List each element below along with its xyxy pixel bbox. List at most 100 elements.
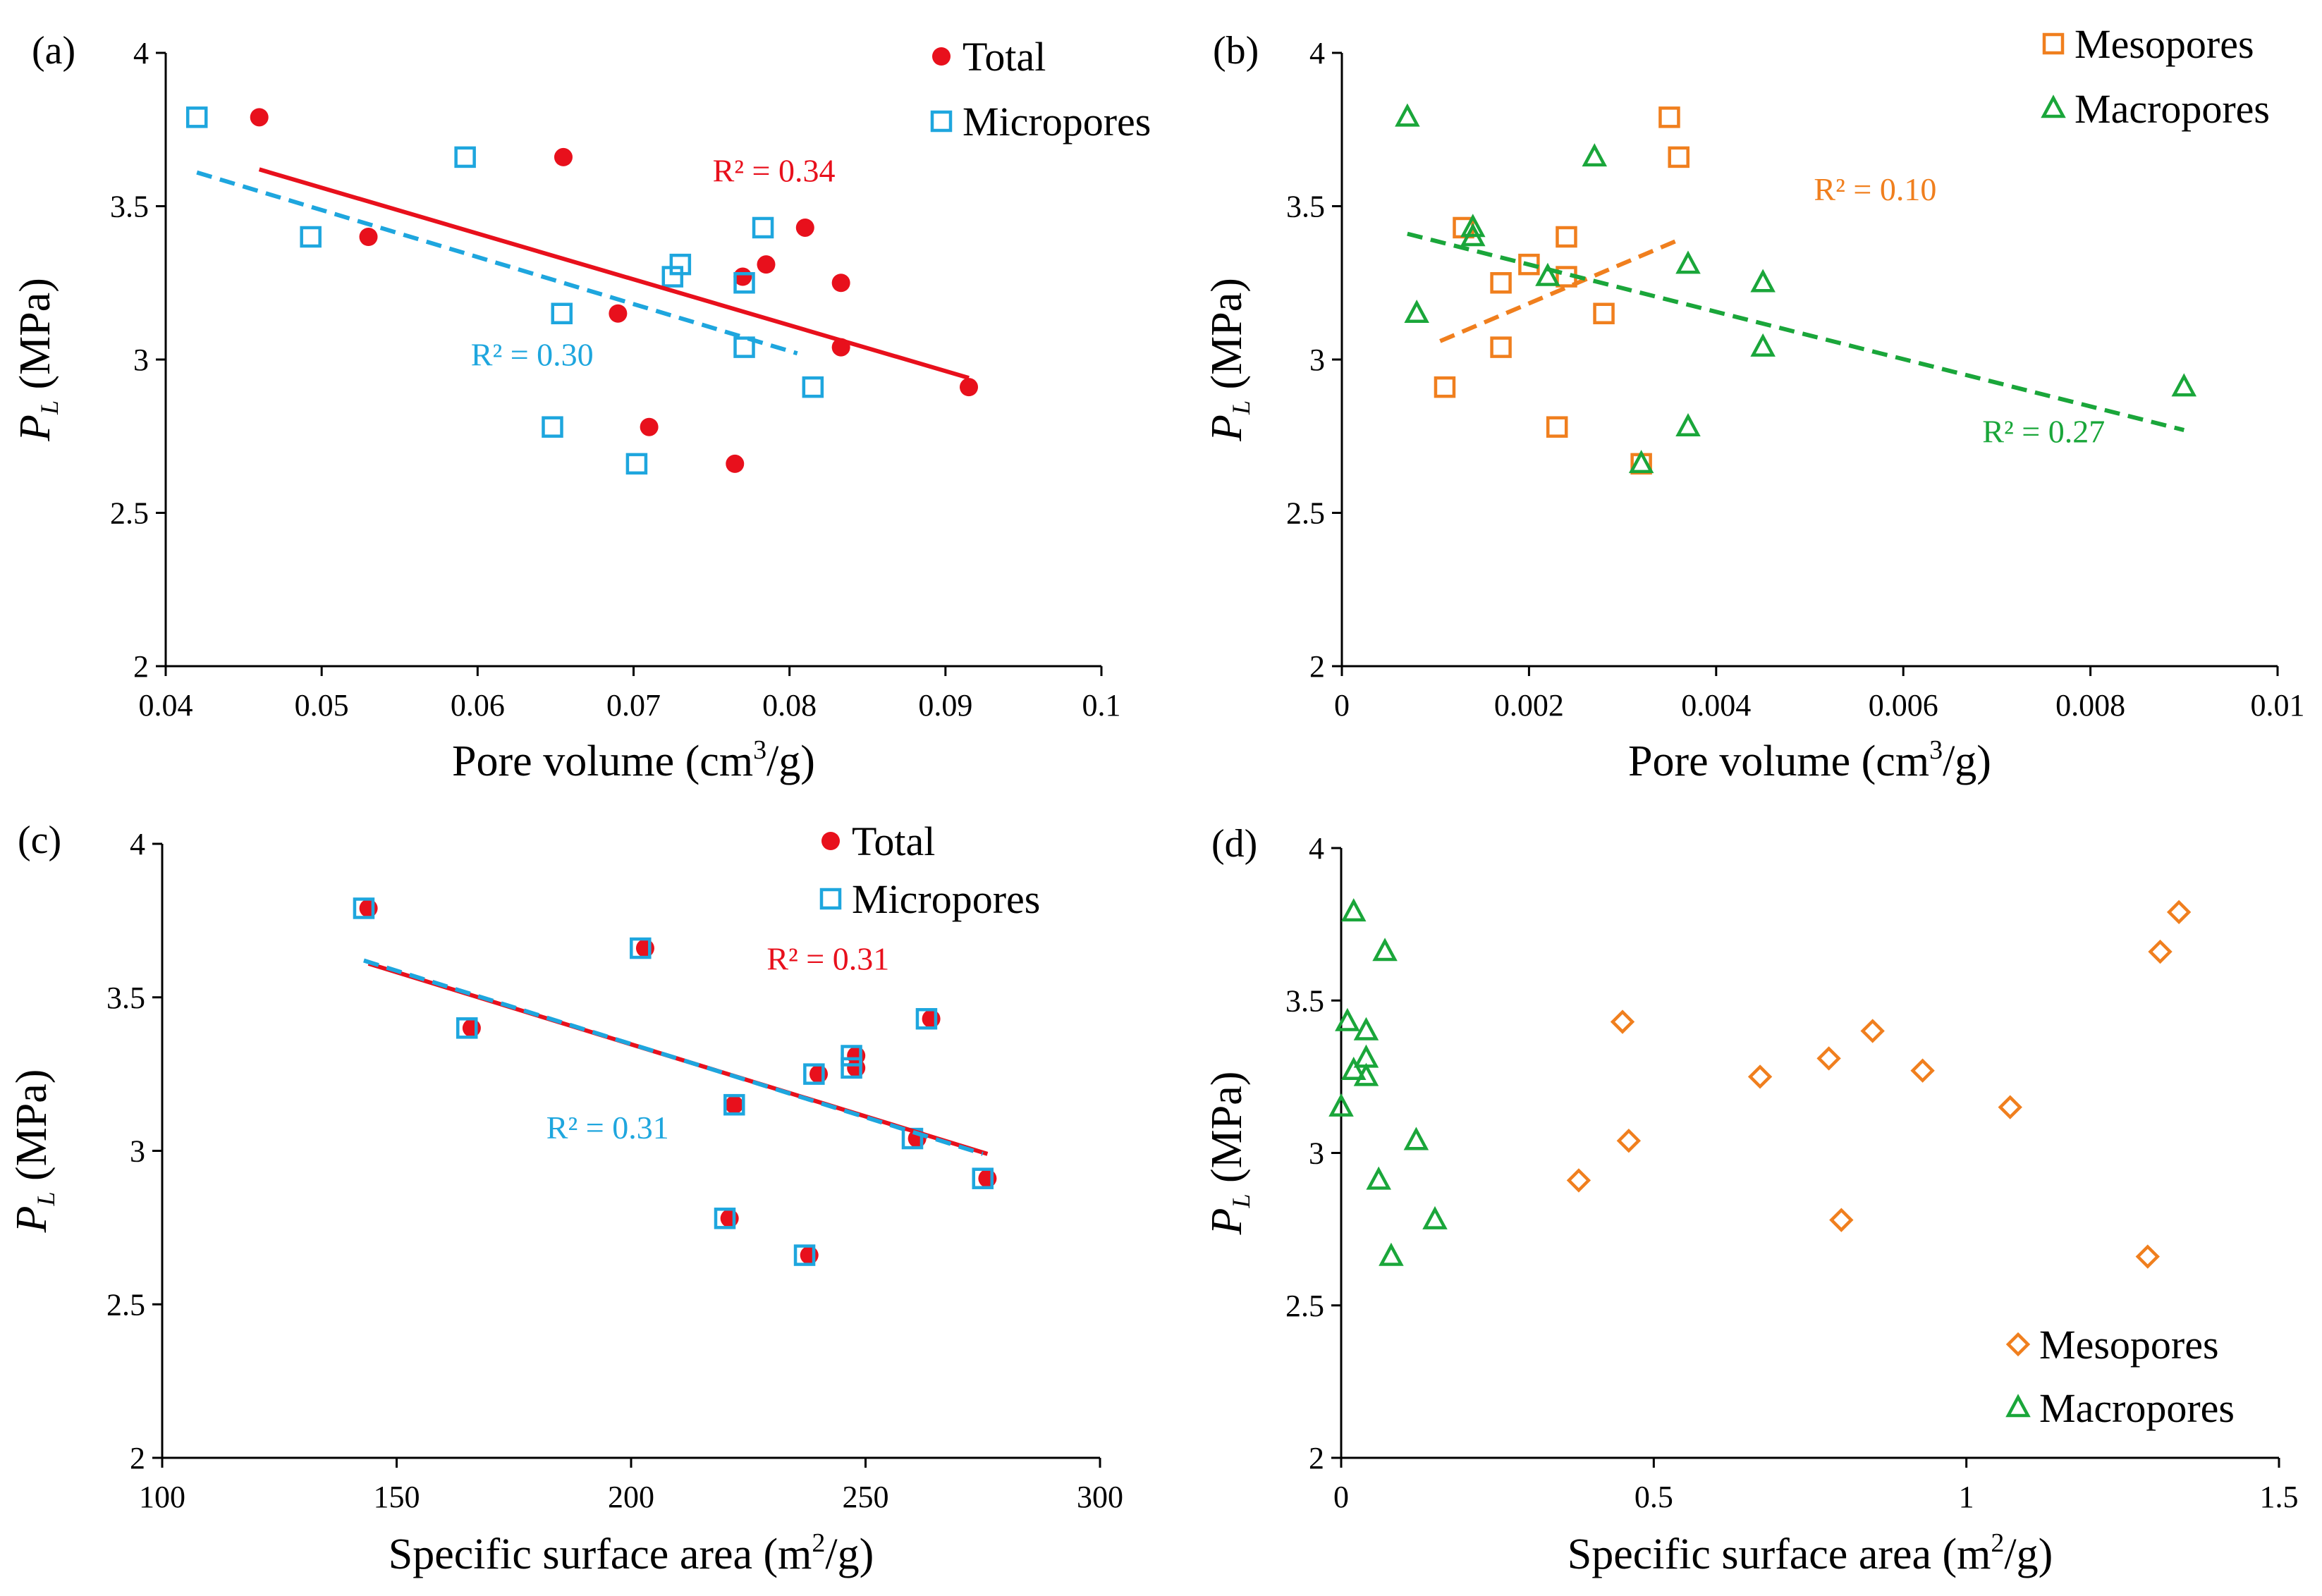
y-tick-label: 2 bbox=[133, 649, 149, 684]
total-trend-line bbox=[367, 961, 989, 1156]
mesopores-point bbox=[1616, 1129, 1642, 1153]
y-axis-title-subscript: L bbox=[1227, 1194, 1255, 1209]
x-tick-label: 1 bbox=[1959, 1480, 1974, 1514]
y-tick-label: 3.5 bbox=[106, 981, 145, 1015]
micropores-point bbox=[542, 416, 563, 438]
legend: Total Micropores bbox=[930, 34, 1151, 145]
legend-marker-total bbox=[932, 47, 951, 66]
total-point bbox=[554, 147, 573, 166]
macropores-point bbox=[1582, 143, 1608, 167]
panel-b-scatter-chart: 2 2.5 3 3.5 4 0 0.002 0.004 0.006 0.008 0.01 (b) Por… bbox=[1203, 21, 2305, 785]
y-tick-label: 2.5 bbox=[1286, 496, 1325, 531]
x-tick-label: 0.002 bbox=[1494, 688, 1564, 723]
x-axis-title-unit: /g) bbox=[766, 737, 815, 785]
micropores-point bbox=[185, 106, 208, 128]
micropores-trend-line bbox=[363, 958, 984, 1156]
x-tick-label: 0 bbox=[1334, 688, 1350, 723]
mesopores-point bbox=[1593, 302, 1615, 324]
x-tick-label: 0 bbox=[1333, 1480, 1349, 1514]
macropores-point bbox=[1535, 262, 1560, 286]
macropores-point bbox=[1353, 1062, 1379, 1086]
macropores-point bbox=[1404, 300, 1429, 323]
panel-d-scatter-chart: 2 2.5 3 3.5 4 0 0.5 1 1.5 (d) Specific surface are… bbox=[1203, 822, 2299, 1578]
total-point bbox=[978, 1169, 997, 1188]
x-tick-label: 0.08 bbox=[762, 688, 817, 723]
x-axis-title-superscript: 3 bbox=[753, 735, 766, 765]
x-tick-label: 0.05 bbox=[295, 688, 349, 723]
total-point bbox=[725, 1095, 744, 1115]
y-axis-title-unit: (MPa) bbox=[1203, 1072, 1251, 1194]
total-point bbox=[922, 1009, 941, 1029]
macropores-point bbox=[1353, 1044, 1379, 1068]
legend-label-micropores: Micropores bbox=[963, 99, 1151, 145]
macropores-point bbox=[1675, 250, 1701, 274]
micropores-point bbox=[803, 1063, 825, 1085]
x-tick-label: 100 bbox=[139, 1480, 185, 1514]
mesopores-point bbox=[1490, 272, 1512, 294]
total-point bbox=[609, 304, 628, 323]
legend-label-macropores: Macropores bbox=[2039, 1385, 2235, 1431]
series-macropores bbox=[1395, 103, 2197, 474]
y-tick-label: 4 bbox=[1309, 831, 1324, 866]
macropores-point bbox=[1628, 450, 1654, 474]
legend: Total Micropores bbox=[819, 818, 1040, 922]
y-tick-label: 4 bbox=[130, 827, 145, 861]
legend-label-total: Total bbox=[963, 34, 1046, 80]
series-total bbox=[359, 899, 997, 1265]
panel-label: (a) bbox=[32, 29, 75, 73]
y-axis-title-unit: (MPa) bbox=[11, 278, 59, 400]
y-axis-title-symbol: P bbox=[1203, 1208, 1251, 1236]
macropores-point bbox=[1328, 1093, 1354, 1117]
y-axis-title: PL (MPa) bbox=[11, 278, 63, 442]
mesopores-point bbox=[1546, 416, 1568, 438]
mesopores-point bbox=[2135, 1244, 2160, 1269]
x-axis-title-text: Pore volume (cm bbox=[452, 737, 753, 785]
micropores-point bbox=[972, 1167, 994, 1189]
mesopores-point bbox=[2166, 900, 2192, 925]
panel-label: (b) bbox=[1213, 29, 1259, 73]
x-axis-title-text: Specific surface area (m bbox=[1568, 1530, 1991, 1578]
mesopores-point bbox=[1816, 1046, 1841, 1071]
total-r2-label: R² = 0.34 bbox=[713, 153, 836, 189]
x-tick-label: 250 bbox=[843, 1480, 889, 1514]
x-axis-title-text: Specific surface area (m bbox=[389, 1530, 812, 1578]
total-point bbox=[359, 228, 378, 246]
y-axis-title-unit: (MPa) bbox=[1203, 278, 1251, 400]
panel-label: (c) bbox=[18, 818, 61, 862]
y-tick-label: 3.5 bbox=[1285, 983, 1324, 1018]
panel-c-scatter-chart: 2 2.5 3 3.5 4 100 150 200 250 300 (c) Specific surf… bbox=[8, 818, 1123, 1578]
micropores-trend-line bbox=[196, 170, 798, 356]
series-micropores bbox=[353, 897, 994, 1266]
series-macropores bbox=[1328, 898, 1448, 1266]
series-micropores bbox=[185, 106, 824, 475]
y-tick-label: 3 bbox=[133, 343, 149, 377]
macropores-point bbox=[1379, 1242, 1404, 1266]
micropores-r2-label: R² = 0.30 bbox=[471, 337, 594, 373]
micropores-point bbox=[841, 1045, 862, 1067]
y-tick-label: 2.5 bbox=[106, 1287, 145, 1322]
micropores-r2-label: R² = 0.31 bbox=[546, 1110, 669, 1146]
mesopores-point bbox=[1566, 1168, 1591, 1193]
y-tick-label: 2.5 bbox=[110, 496, 149, 531]
legend-marker-micropores bbox=[819, 888, 842, 910]
x-tick-label: 300 bbox=[1077, 1480, 1123, 1514]
y-axis-title: PL (MPa) bbox=[1203, 278, 1255, 442]
y-tick-label: 3.5 bbox=[1286, 190, 1325, 224]
x-axis-title-superscript: 3 bbox=[1929, 735, 1943, 765]
macropores-point bbox=[1372, 938, 1398, 962]
total-r2-label: R² = 0.31 bbox=[766, 941, 889, 977]
x-axis-title: Specific surface area (m2/g) bbox=[1568, 1528, 2053, 1578]
x-axis-title: Pore volume (cm3/g) bbox=[452, 735, 815, 785]
total-point bbox=[720, 1209, 739, 1228]
legend-marker-macropores bbox=[2041, 94, 2066, 118]
micropores-point bbox=[625, 453, 648, 475]
y-axis-title-subscript: L bbox=[32, 1192, 60, 1207]
total-point bbox=[250, 108, 269, 127]
mesopores-point bbox=[1556, 226, 1577, 248]
x-tick-label: 0.008 bbox=[2055, 688, 2125, 723]
macropores-point bbox=[1403, 1127, 1429, 1150]
y-axis-title: PL (MPa) bbox=[1203, 1072, 1255, 1236]
mesopores-point bbox=[2148, 939, 2173, 964]
micropores-point bbox=[551, 302, 573, 324]
